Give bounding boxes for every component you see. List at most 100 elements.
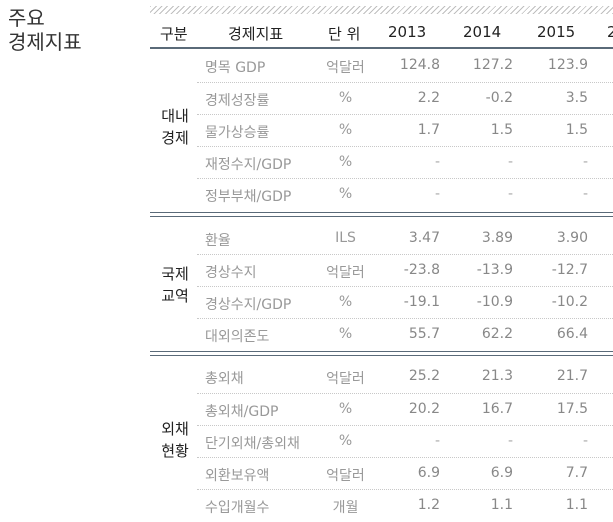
header-group: 구분 <box>160 25 188 43</box>
row-value-2014: - <box>507 433 513 449</box>
header-year-2014: 2014 <box>463 23 502 41</box>
row-indicator: 환율 <box>205 233 231 249</box>
row-unit: % <box>338 326 353 342</box>
section-divider <box>150 351 613 352</box>
row-separator <box>197 178 613 179</box>
row-value-2015: 3.90 <box>556 230 588 246</box>
row-separator <box>197 393 613 394</box>
row-unit: % <box>338 294 353 310</box>
row-value-2013: - <box>434 154 440 170</box>
section-label-domestic: 대내 경제 <box>161 107 189 147</box>
row-value-2014: 1.5 <box>490 122 513 138</box>
row-separator <box>197 457 613 458</box>
header-year-2013: 2013 <box>388 23 427 41</box>
row-value-2015: - <box>582 154 588 170</box>
row-value-2015: 17.5 <box>556 401 588 417</box>
row-unit: % <box>338 90 353 106</box>
row-value-2014: -0.2 <box>485 90 513 106</box>
row-value-2015: 3.5 <box>565 90 588 106</box>
row-unit: % <box>338 154 353 170</box>
row-indicator: 단기외채/총외채 <box>205 436 300 452</box>
row-separator <box>197 489 613 490</box>
row-value-2013: 55.7 <box>408 326 440 342</box>
row-unit: 억달러 <box>326 468 365 484</box>
row-indicator: 대외의존도 <box>205 329 270 345</box>
row-value-2013: -23.8 <box>403 262 440 278</box>
row-value-2014: - <box>507 186 513 202</box>
row-indicator: 총외채/GDP <box>205 404 279 420</box>
row-unit: % <box>338 186 353 202</box>
row-unit: % <box>338 433 353 449</box>
row-separator <box>197 318 613 319</box>
header-year-partial: 2 <box>607 23 613 41</box>
row-separator <box>197 146 613 147</box>
row-indicator: 경상수지/GDP <box>205 297 292 313</box>
header-unit: 단 위 <box>328 25 361 43</box>
section-divider <box>150 212 613 213</box>
section-divider <box>150 216 613 217</box>
row-indicator: 경제성장률 <box>205 93 270 109</box>
header-year-2015: 2015 <box>537 23 576 41</box>
row-indicator: 명목 GDP <box>205 60 266 76</box>
row-value-2014: - <box>507 154 513 170</box>
row-value-2015: 7.7 <box>565 465 588 481</box>
row-indicator: 외환보유액 <box>205 468 270 484</box>
row-value-2014: 127.2 <box>472 57 513 73</box>
row-indicator: 총외채 <box>205 371 244 387</box>
row-value-2014: -10.9 <box>476 294 513 310</box>
row-value-2013: 20.2 <box>408 401 440 417</box>
row-value-2015: 1.1 <box>565 497 588 513</box>
row-value-2015: 1.5 <box>565 122 588 138</box>
row-value-2013: -19.1 <box>403 294 440 310</box>
row-separator <box>197 114 613 115</box>
row-value-2014: 1.1 <box>490 497 513 513</box>
row-value-2014: -13.9 <box>476 262 513 278</box>
row-value-2013: - <box>434 433 440 449</box>
section-label-external-debt: 외채 현황 <box>161 420 189 460</box>
row-unit: % <box>338 122 353 138</box>
row-value-2013: 1.7 <box>417 122 440 138</box>
row-value-2014: 21.3 <box>481 368 513 384</box>
row-value-2013: 25.2 <box>408 368 440 384</box>
row-separator <box>197 286 613 287</box>
header-bottom-rule <box>150 47 613 49</box>
section-label-trade: 국제 교역 <box>161 265 189 305</box>
row-indicator: 재정수지/GDP <box>205 157 292 173</box>
row-separator <box>197 82 613 83</box>
row-indicator: 정부부채/GDP <box>205 189 292 205</box>
row-value-2014: 3.89 <box>481 230 513 246</box>
row-value-2013: 1.2 <box>417 497 440 513</box>
row-indicator: 물가상승률 <box>205 125 270 141</box>
row-value-2014: 62.2 <box>481 326 513 342</box>
row-unit: 억달러 <box>326 371 365 387</box>
row-value-2015: - <box>582 186 588 202</box>
row-separator <box>197 425 613 426</box>
row-indicator: 경상수지 <box>205 265 257 281</box>
side-title-line-1: 주요 <box>8 6 45 30</box>
row-unit: 개월 <box>332 500 359 516</box>
row-unit: 억달러 <box>326 60 365 76</box>
row-value-2014: 16.7 <box>481 401 513 417</box>
side-title: 주요 경제지표 <box>8 6 82 54</box>
row-value-2015: -10.2 <box>551 294 588 310</box>
row-value-2013: 2.2 <box>417 90 440 106</box>
row-indicator: 수입개월수 <box>205 500 270 516</box>
row-value-2015: - <box>582 433 588 449</box>
row-value-2014: 6.9 <box>490 465 513 481</box>
row-unit: 억달러 <box>326 265 365 281</box>
header-indicator: 경제지표 <box>228 25 284 43</box>
row-value-2015: -12.7 <box>551 262 588 278</box>
row-value-2013: 124.8 <box>399 57 440 73</box>
header-hatch-band <box>150 6 613 14</box>
row-value-2013: 3.47 <box>408 230 440 246</box>
row-value-2013: 6.9 <box>417 465 440 481</box>
row-value-2015: 21.7 <box>556 368 588 384</box>
row-separator <box>197 254 613 255</box>
row-value-2015: 66.4 <box>556 326 588 342</box>
row-value-2013: - <box>434 186 440 202</box>
row-unit: ILS <box>335 230 356 246</box>
side-title-line-2: 경제지표 <box>8 30 82 54</box>
row-unit: % <box>338 401 353 417</box>
row-value-2015: 123.9 <box>547 57 588 73</box>
section-divider <box>150 355 613 356</box>
